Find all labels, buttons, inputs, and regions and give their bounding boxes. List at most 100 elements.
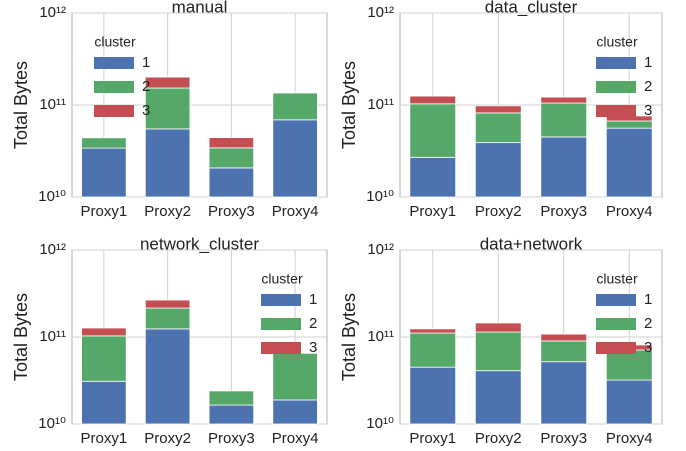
x-tick-label: Proxy3 xyxy=(540,430,587,447)
x-tick-label: Proxy3 xyxy=(540,203,587,220)
legend-title: cluster xyxy=(94,34,136,50)
bar-segment xyxy=(474,105,522,114)
bar-segment xyxy=(81,335,127,382)
bar-segment xyxy=(409,328,457,334)
bar-segment xyxy=(540,136,588,198)
legend-title: cluster xyxy=(596,34,638,50)
y-axis-label: Total Bytes xyxy=(11,61,31,149)
legend-swatch xyxy=(596,294,636,306)
y-tick-label: 10¹² xyxy=(39,4,66,21)
bar-segment xyxy=(409,103,457,158)
x-tick-label: Proxy1 xyxy=(81,203,128,220)
x-tick-label: Proxy4 xyxy=(272,203,319,220)
legend-label: 3 xyxy=(309,339,317,356)
x-tick-label: Proxy1 xyxy=(409,203,456,220)
bar-segment xyxy=(81,327,127,337)
bar-segment xyxy=(272,119,318,198)
legend-title: cluster xyxy=(261,271,303,287)
y-axis-label: Total Bytes xyxy=(339,293,359,381)
x-tick-label: Proxy1 xyxy=(81,430,128,447)
bar-segment xyxy=(272,352,318,401)
y-tick-label: 10¹¹ xyxy=(367,96,394,113)
x-tick-label: Proxy2 xyxy=(144,430,191,447)
legend-swatch xyxy=(596,57,636,69)
bar-segment xyxy=(474,370,522,425)
bar-segment xyxy=(144,299,191,309)
legend-label: 1 xyxy=(309,291,317,308)
legend-label: 3 xyxy=(142,102,150,119)
bar-segment xyxy=(144,76,191,89)
legend-swatch xyxy=(94,105,134,117)
legend-label: 2 xyxy=(644,78,652,95)
legend-label: 2 xyxy=(644,315,652,332)
bar-segment xyxy=(272,92,318,121)
y-tick-label: 10¹⁰ xyxy=(366,415,394,432)
bar-segment xyxy=(208,404,255,425)
bar-segment xyxy=(605,127,653,198)
legend-swatch xyxy=(94,81,134,93)
legend-label: 1 xyxy=(142,54,150,71)
bar-segment xyxy=(540,96,588,104)
y-tick-label: 10¹² xyxy=(367,241,394,258)
y-tick-label: 10¹¹ xyxy=(367,328,394,345)
chart-title: data_cluster xyxy=(485,0,578,16)
x-tick-label: Proxy3 xyxy=(208,430,255,447)
legend-label: 2 xyxy=(142,78,150,95)
x-tick-label: Proxy4 xyxy=(272,430,319,447)
bar-segment xyxy=(272,399,318,425)
bar-segment xyxy=(540,102,588,138)
bar-segment xyxy=(81,137,127,149)
bar-segment xyxy=(81,380,127,425)
legend-title: cluster xyxy=(596,271,638,287)
bar-segment xyxy=(81,147,127,198)
y-tick-label: 10¹² xyxy=(367,4,394,21)
y-tick-label: 10¹² xyxy=(39,241,66,258)
legend-label: 3 xyxy=(644,102,652,119)
bar-segment xyxy=(540,361,588,425)
chart-title: data+network xyxy=(480,234,583,253)
legend-swatch xyxy=(94,57,134,69)
legend-swatch xyxy=(596,342,636,354)
bar-segment xyxy=(409,332,457,368)
legend-label: 1 xyxy=(644,54,652,71)
x-tick-label: Proxy4 xyxy=(606,203,653,220)
legend-swatch xyxy=(261,342,301,354)
bar-segment xyxy=(474,142,522,198)
x-tick-label: Proxy2 xyxy=(475,203,522,220)
bar-segment xyxy=(208,390,255,406)
x-tick-label: Proxy2 xyxy=(144,203,191,220)
bar-segment xyxy=(144,128,191,198)
legend-swatch xyxy=(261,318,301,330)
bar-segment xyxy=(409,95,457,105)
bar-segment xyxy=(540,333,588,342)
bar-segment xyxy=(208,137,255,149)
y-tick-label: 10¹⁰ xyxy=(366,188,394,205)
legend-swatch xyxy=(261,294,301,306)
legend-swatch xyxy=(596,105,636,117)
bar-segment xyxy=(144,328,191,425)
legend-label: 1 xyxy=(644,291,652,308)
x-tick-label: Proxy2 xyxy=(475,430,522,447)
bar-segment xyxy=(144,307,191,330)
bar-segment xyxy=(474,112,522,144)
y-tick-label: 10¹⁰ xyxy=(38,415,66,432)
y-tick-label: 10¹¹ xyxy=(39,96,66,113)
bar-segment xyxy=(605,349,653,381)
bar-segment xyxy=(409,156,457,198)
y-axis-label: Total Bytes xyxy=(11,293,31,381)
legend-label: 2 xyxy=(309,315,317,332)
y-axis-label: Total Bytes xyxy=(339,61,359,149)
bar-segment xyxy=(144,87,191,130)
legend-label: 3 xyxy=(644,339,652,356)
x-tick-label: Proxy1 xyxy=(409,430,456,447)
y-tick-label: 10¹¹ xyxy=(39,328,66,345)
bar-segment xyxy=(605,379,653,425)
y-tick-label: 10¹⁰ xyxy=(38,188,66,205)
bar-segment xyxy=(409,366,457,425)
x-tick-label: Proxy4 xyxy=(606,430,653,447)
bar-segment xyxy=(208,167,255,198)
bar-segment xyxy=(605,120,653,129)
bar-segment xyxy=(474,322,522,333)
chart-title: network_cluster xyxy=(140,234,259,253)
